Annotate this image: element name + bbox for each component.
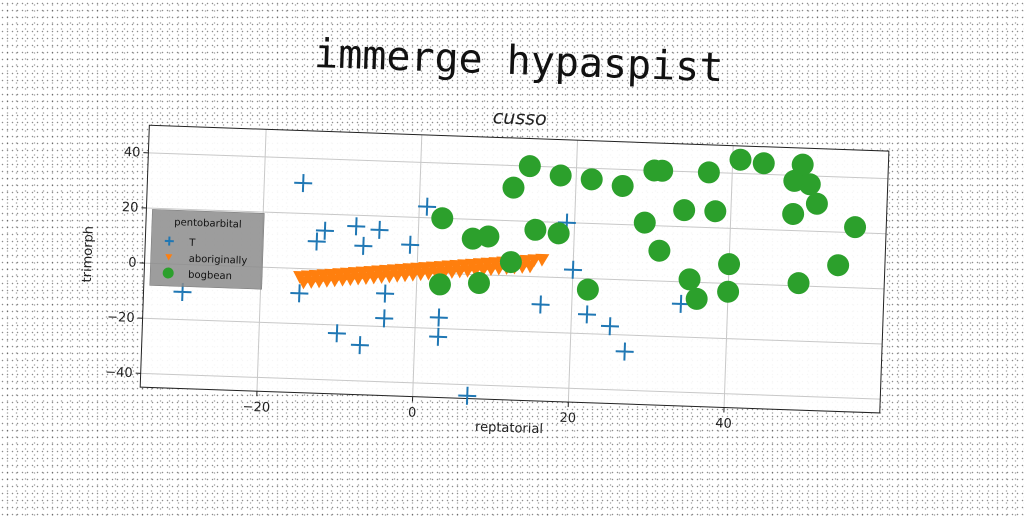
x-tick-label: −20 [242, 400, 270, 416]
y-tick-label: −40 [105, 365, 133, 381]
y-tick-label: 0 [128, 256, 137, 271]
x-tick-label: 0 [408, 405, 417, 420]
y-axis-label: trimorph [80, 226, 97, 283]
legend-entry-label: T [188, 238, 196, 249]
y-tick-label: 20 [122, 200, 139, 216]
figure-title: immerge hypaspist [313, 31, 724, 91]
legend-entry-label: bogbean [188, 270, 232, 283]
legend-title: pentobarbital [174, 217, 242, 230]
y-tick-label: 40 [124, 145, 141, 161]
y-tick-label: −20 [107, 310, 135, 326]
x-axis-label: reptatorial [475, 420, 543, 437]
axes-title: cusso [492, 106, 547, 130]
x-tick-label: 20 [559, 411, 576, 427]
legend-entry-label: aboriginally [188, 254, 247, 267]
x-tick-label: 40 [715, 416, 732, 432]
